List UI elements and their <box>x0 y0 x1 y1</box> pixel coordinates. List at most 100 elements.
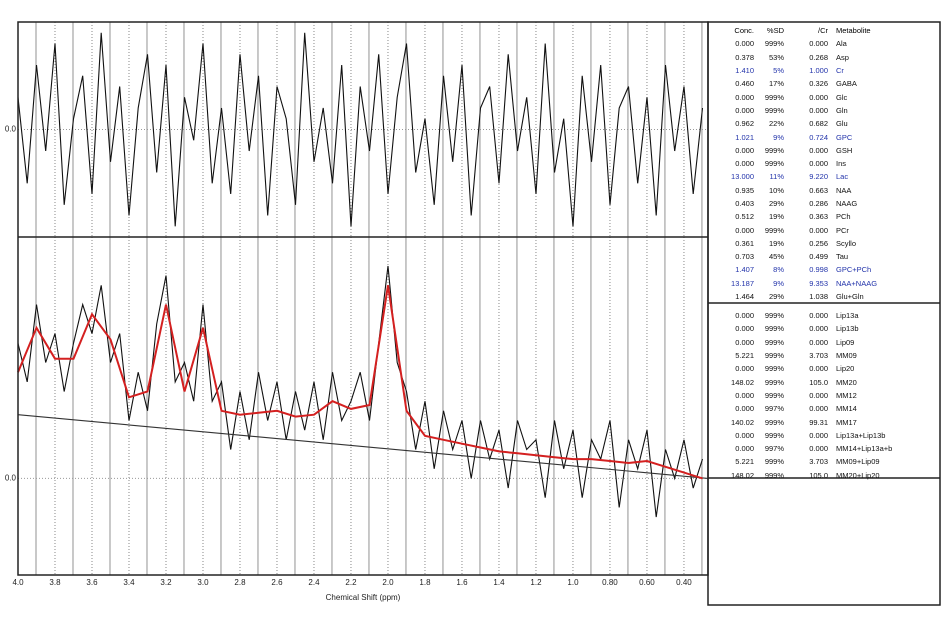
plot-frame <box>17 21 709 576</box>
table-cell: 9% <box>773 278 784 288</box>
table-row: 148.02 999% 105.0 MM20 <box>710 375 892 388</box>
x-tick-label: 1.8 <box>419 578 431 587</box>
table-cell: 0.998 <box>809 265 828 275</box>
x-tick-label: 3.4 <box>123 578 135 587</box>
table-cell: 0.326 <box>809 79 828 89</box>
table-row: 0.000 999% 0.000 Ins <box>710 157 938 170</box>
table-row: 0.361 19% 0.256 Scyllo <box>710 237 938 250</box>
table-cell: 1.000 <box>809 66 828 76</box>
x-tick-label: 3.0 <box>197 578 209 587</box>
table-cell: NAA+NAAG <box>836 278 878 288</box>
x-tick-label: 2.6 <box>271 578 283 587</box>
table-cell: 0.000 <box>809 324 828 334</box>
table-cell: 999% <box>764 105 784 115</box>
x-tick-label: 0.80 <box>602 578 618 587</box>
table-cell: 0.000 <box>735 444 754 454</box>
table-cell: 999% <box>764 351 784 361</box>
table-cell: 1.407 <box>735 265 754 275</box>
table-cell: 0.663 <box>809 185 828 195</box>
table-cell: 5% <box>773 66 784 76</box>
table-row: 0.000 999% 0.000 PCr <box>710 223 938 236</box>
table-row: 5.221 999% 3.703 MM09 <box>710 349 892 362</box>
table-row: 0.378 53% 0.268 Asp <box>710 51 938 64</box>
table-cell: GSH <box>836 145 853 155</box>
table-row: 140.02 999% 99.31 MM17 <box>710 415 892 428</box>
table-cell: 19% <box>768 238 784 248</box>
table-cell: NAAG <box>836 199 858 208</box>
header-cell: Conc. <box>734 26 754 36</box>
table-cell: 0.000 <box>809 225 828 235</box>
table-cell: 0.000 <box>735 324 754 334</box>
table-cell: MM14+Lip13a+b <box>836 444 893 454</box>
table-row: 0.000 999% 0.000 GSH <box>710 144 938 157</box>
table-cell: 0.000 <box>809 105 828 115</box>
table-cell: 0.000 <box>809 444 828 454</box>
series-line <box>17 265 704 518</box>
table-cell: MM17 <box>836 417 857 427</box>
table-cell: 999% <box>764 225 784 235</box>
table-cell: PCr <box>836 225 849 235</box>
x-tick-label: 1.0 <box>567 578 579 587</box>
table-cell: 999% <box>764 39 784 49</box>
table-cell: Tau <box>836 252 849 262</box>
table-cell: 999% <box>764 377 784 387</box>
x-tick-label: 0.60 <box>639 578 655 587</box>
x-tick-label: 1.4 <box>493 578 505 587</box>
header-cell: Metabolite <box>836 26 871 36</box>
table-row: 0.000 999% 0.000 Lip20 <box>710 362 892 375</box>
table-cell: 29% <box>768 199 784 208</box>
table-cell: MM12 <box>836 390 857 400</box>
table-cell: 0.703 <box>735 252 754 262</box>
table-cell: Gln <box>836 105 848 115</box>
table-cell: 0.361 <box>735 238 754 248</box>
table-cell: 0.000 <box>735 92 754 102</box>
table-cell: 140.02 <box>731 417 754 427</box>
series-line <box>17 285 703 480</box>
table-cell: 0.000 <box>735 311 754 321</box>
table-cell: 22% <box>768 119 784 129</box>
table-cell: 3.703 <box>809 457 828 467</box>
table-cell: MM09 <box>836 351 857 361</box>
table-cell: 0.000 <box>735 225 754 235</box>
table-cell: Lip09 <box>836 337 855 347</box>
x-tick-label: 4.0 <box>12 578 24 587</box>
table-cell: 5.221 <box>735 351 754 361</box>
table-row: 0.460 17% 0.326 GABA <box>710 77 938 90</box>
table-cell: 999% <box>764 337 784 347</box>
table-header: Conc. %SD/Cr Metabolite <box>710 24 938 37</box>
table-cell: Lip13a+Lip13b <box>836 430 886 440</box>
table-cell: 999% <box>764 145 784 155</box>
table-cell: 19% <box>768 212 784 222</box>
table-row: 0.935 10% 0.663 NAA <box>710 184 938 197</box>
table-cell: 0.286 <box>809 199 828 208</box>
table-cell: 999% <box>764 470 784 480</box>
x-tick-label: 2.0 <box>382 578 394 587</box>
table-cell: 0.000 <box>809 337 828 347</box>
table-cell: 9.353 <box>809 278 828 288</box>
table-cell: 0.512 <box>735 212 754 222</box>
table-cell: 1.021 <box>735 132 754 142</box>
table-row: 13.187 9% 9.353 NAA+NAAG <box>710 277 938 290</box>
table-cell: 0.000 <box>809 159 828 169</box>
x-tick-label: 3.6 <box>86 578 98 587</box>
table-cell: 0.000 <box>735 404 754 414</box>
table-cell: 8% <box>773 265 784 275</box>
table-cell: GABA <box>836 79 857 89</box>
table-row: 148.02 999% 105.0 MM20+Lip20 <box>710 469 892 482</box>
table-cell: 45% <box>768 252 784 262</box>
table-cell: 0.000 <box>735 105 754 115</box>
table-row: 1.021 9% 0.724 GPC <box>710 130 938 143</box>
table-cell: 0.935 <box>735 185 754 195</box>
table-cell: 0.962 <box>735 119 754 129</box>
table-cell: PCh <box>836 212 851 222</box>
table-cell: 997% <box>764 444 784 454</box>
table-cell: Glu <box>836 119 848 129</box>
table-cell: Cr <box>836 66 844 76</box>
table-cell: 997% <box>764 404 784 414</box>
table-row: 0.000 999% 0.000 Lip13b <box>710 322 892 335</box>
table-row: 0.000 999% 0.000 MM12 <box>710 389 892 402</box>
table-row: 1.410 5% 1.000 Cr <box>710 64 938 77</box>
table-cell: MM20+Lip20 <box>836 470 880 480</box>
x-tick-label: 2.8 <box>234 578 246 587</box>
table-cell: 53% <box>768 52 784 62</box>
